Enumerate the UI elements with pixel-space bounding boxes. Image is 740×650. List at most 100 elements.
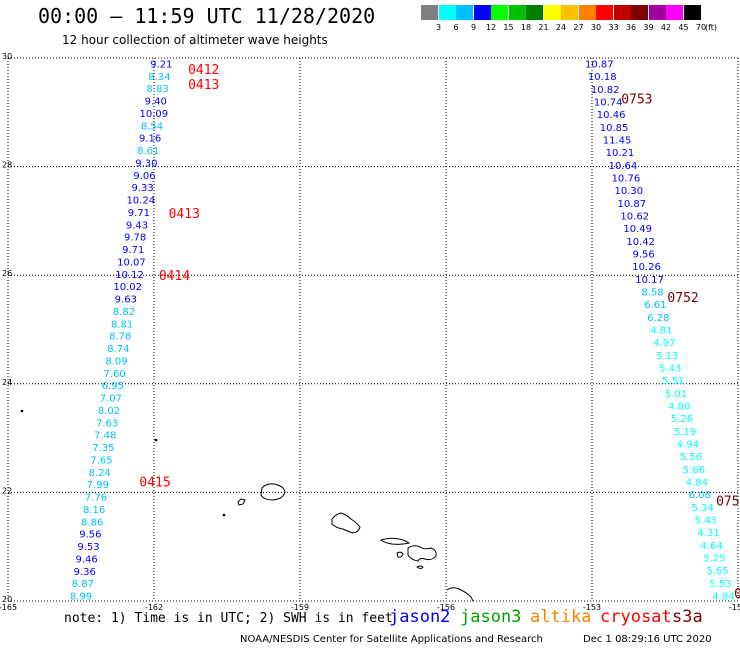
- x-tick-label: -150: [729, 603, 740, 612]
- wave-height-value: 9.71: [128, 208, 150, 219]
- pass-time-label: 075: [716, 495, 739, 510]
- wave-height-value: 5.43: [695, 516, 717, 527]
- legend-label: (ft): [704, 23, 718, 32]
- legend-swatch: [596, 5, 613, 20]
- wave-height-value: 10.17: [635, 275, 664, 286]
- island-hawaii: [446, 587, 474, 602]
- pass-time-label: 0752: [667, 291, 698, 306]
- wave-height-value: 4.84: [686, 478, 708, 489]
- satellite-s3a: s3a: [672, 607, 703, 627]
- pass-time-label: 0412: [188, 63, 219, 78]
- wave-height-value: 4.81: [650, 326, 672, 337]
- y-tick-label: 30: [2, 52, 12, 61]
- x-tick-label: -153: [583, 603, 601, 612]
- wave-height-value: 6.28: [647, 313, 669, 324]
- wave-height-value: 7.65: [90, 455, 112, 466]
- wave-height-value: 5.65: [706, 566, 728, 577]
- island-kauai: [260, 483, 286, 501]
- wave-height-value: 9.71: [122, 245, 144, 256]
- legend-swatch: [491, 5, 508, 20]
- x-tick-label: -156: [437, 603, 455, 612]
- wave-height-value: 7.76: [85, 493, 107, 504]
- wave-height-value: 8.16: [83, 505, 105, 516]
- legend-label: 12: [485, 23, 497, 32]
- wave-height-value: 5.51: [662, 376, 684, 387]
- wave-height-value: 8.54: [141, 121, 163, 132]
- pass-time-label: 0: [734, 587, 740, 602]
- x-tick-label: -159: [291, 603, 309, 612]
- wave-height-value: 4.97: [653, 338, 675, 349]
- axis-ticks: -165 -162 -159 -156 -153 -150 30 28 26 24 22 20: [0, 52, 740, 612]
- wave-height-value: 9.06: [133, 171, 155, 182]
- wave-height-value: 5.34: [692, 503, 714, 514]
- wave-height-value: 10.21: [606, 148, 635, 159]
- legend-label: 36: [625, 23, 637, 32]
- legend-swatch: [666, 5, 683, 20]
- wave-height-value: 9.43: [126, 220, 148, 231]
- wave-height-value: 8.99: [70, 592, 92, 603]
- wave-height-value: 8.09: [105, 356, 127, 367]
- island-kahoolawe: [416, 565, 424, 569]
- legend-swatch: [613, 5, 631, 20]
- wave-height-value: 10.24: [126, 196, 155, 207]
- wave-height-value: 10.02: [113, 282, 142, 293]
- wave-height-value: 9.56: [79, 530, 101, 541]
- islet-3: [154, 438, 158, 442]
- credit-text: NOAA/NESDIS Center for Satellite Applica…: [240, 634, 543, 645]
- wave-height-value: 9.21: [150, 59, 172, 70]
- legend-label: 9: [470, 23, 477, 32]
- wave-height-value: 8.24: [89, 468, 111, 479]
- wave-height-value: 8.81: [111, 319, 133, 330]
- satellite-jason3: jason3: [460, 607, 522, 627]
- wave-height-value: 9.63: [115, 295, 137, 306]
- wave-height-value: 10.09: [140, 109, 169, 120]
- wave-height-value: 10.07: [117, 257, 146, 268]
- wave-height-value: 10.82: [591, 85, 620, 96]
- legend-label: 15: [503, 23, 514, 32]
- wave-height-value: 7.99: [87, 480, 109, 491]
- map-grid: [7, 57, 739, 602]
- generated-date: Dec 1 08:29:16 UTC 2020: [583, 634, 712, 645]
- legend-label: 18: [520, 23, 532, 32]
- wave-height-value: 7.63: [96, 418, 118, 429]
- wave-height-value: 7.48: [94, 431, 116, 442]
- x-tick-label: -162: [145, 603, 163, 612]
- wave-height-value: 9.30: [135, 158, 157, 169]
- wave-height-value: 11.45: [603, 135, 632, 146]
- wave-height-value: 10.12: [115, 270, 144, 281]
- island-niihau: [237, 498, 246, 506]
- wave-height-value: 8.02: [98, 406, 120, 417]
- island-molokai: [379, 537, 411, 545]
- y-tick-label: 28: [2, 161, 12, 170]
- legend-swatch: [561, 5, 578, 20]
- pass-time-label: 0415: [139, 476, 170, 491]
- wave-height-value: 4.94: [677, 440, 699, 451]
- satellite-altika: altika: [530, 607, 592, 627]
- pass-time-label: 0753: [621, 93, 652, 108]
- legend-swatch: [631, 5, 648, 20]
- wave-height-value: 5.01: [665, 389, 687, 400]
- y-tick-label: 20: [2, 595, 12, 604]
- legend-swatch: [508, 5, 526, 20]
- wave-height-value: 4.84: [712, 592, 734, 603]
- pass-time-label: 0413: [169, 207, 200, 222]
- satellite-jason2: jason2: [389, 607, 451, 627]
- island-maui: [407, 545, 437, 562]
- legend-label: 42: [660, 23, 672, 32]
- wave-height-value: 10.85: [600, 123, 629, 134]
- wave-height-value: 5.26: [671, 414, 693, 425]
- wave-height-value: 10.87: [585, 59, 614, 70]
- legend-swatch: [526, 5, 543, 20]
- hawaiian-islands: [20, 409, 474, 602]
- units-note: note: 1) Time is in UTC; 2) SWH is in fe…: [64, 611, 393, 626]
- legend-label: 24: [555, 23, 567, 32]
- wave-height-value: 10.18: [588, 72, 617, 83]
- wave-height-value: 5.56: [680, 452, 702, 463]
- page-subtitle: 12 hour collection of altimeter wave hei…: [62, 33, 328, 47]
- legend-swatch: [648, 5, 666, 20]
- y-tick-label: 22: [2, 486, 12, 495]
- wave-height-value: 9.33: [131, 183, 153, 194]
- wave-height-value: 9.56: [632, 249, 654, 260]
